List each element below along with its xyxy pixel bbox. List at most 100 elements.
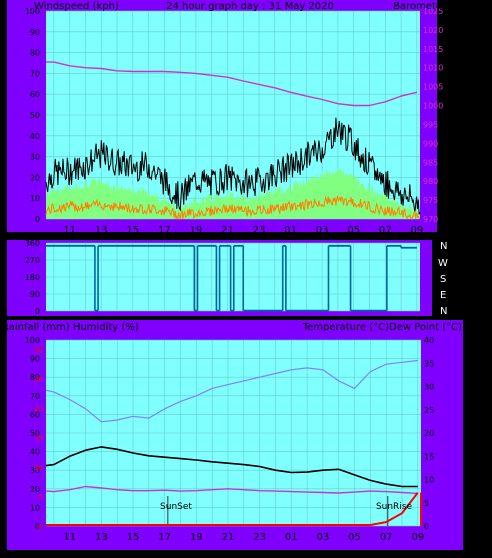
wind-left-y-tick: 10: [30, 194, 40, 203]
wind-right-y-tick: 990: [423, 139, 438, 148]
wind-left-y-tick: 90: [30, 28, 40, 37]
wind-x-tick: 03: [316, 225, 329, 236]
lower-left-y-tick: 60: [30, 410, 40, 419]
lower-x-tick: 07: [380, 532, 393, 543]
rain-y-tick: 15: [34, 435, 43, 443]
lower-x-tick: 03: [317, 532, 330, 543]
wind-right-y-tick: 1020: [423, 26, 443, 35]
wind-right-y-tick: 1025: [423, 7, 443, 16]
lower-left-y-tick: 0: [35, 522, 40, 531]
wind-left-y-tick: 80: [30, 49, 40, 58]
sunrise-label: SunRise: [376, 502, 413, 512]
wind-x-tick: 05: [347, 225, 360, 236]
wind-right-y-tick: 1010: [423, 64, 443, 73]
lower-right-y-tick: 20: [424, 429, 434, 438]
rain-y-tick: 0: [39, 523, 43, 531]
wind-chart: 0 1020 30 40 50 60 70 80 90 100 970 975 980 985 990 995…: [7, 0, 443, 236]
wind-x-tick: 13: [95, 225, 108, 236]
rain-y-tick: 25: [34, 376, 43, 384]
lower-left-y-tick: 20: [30, 485, 40, 494]
lower-left-y-tick: 90: [30, 355, 40, 364]
wind-right-y-tick: 995: [423, 120, 438, 129]
rain-y-tick: 20: [34, 405, 43, 413]
wind-right-y-tick: 980: [423, 177, 438, 186]
direction-y-tick: 0: [35, 307, 40, 316]
lower-x-tick: 21: [222, 532, 235, 543]
compass-w: W: [438, 258, 448, 269]
wind-x-tick: 15: [126, 225, 139, 236]
direction-y-tick: 270: [25, 256, 40, 265]
sunset-label: SunSet: [160, 502, 192, 512]
wind-left-y-tick: 100: [25, 7, 40, 16]
lower-left-y-tick: 50: [30, 429, 40, 438]
lower-x-tick: 09: [411, 532, 424, 543]
temperature-line: [45, 446, 418, 488]
compass-s: S: [440, 274, 446, 285]
rain-y-tick: 10: [34, 464, 43, 472]
wind-right-y-tick: 1015: [423, 45, 443, 54]
compass-labels: N W S E N: [438, 241, 448, 317]
wind-right-y-tick: 985: [423, 158, 438, 167]
wind-x-tick: 21: [221, 225, 234, 236]
wind-x-tick: 19: [190, 225, 203, 236]
lower-x-tick: 15: [127, 532, 140, 543]
lower-right-title: Temperature (°C)Dew Point (°C): [302, 322, 462, 333]
wind-gust-line: [45, 117, 421, 215]
rainfall-line: [46, 491, 419, 526]
barometer-line: [46, 61, 417, 107]
wind-right-title: Barometer (hpa): [393, 1, 476, 12]
lower-x-tick: 11: [63, 532, 76, 543]
wind-x-tick: 07: [379, 225, 392, 236]
lower-left-title: Rainfall (mm) Humidity (%): [2, 322, 139, 333]
wind-right-y-tick: 1000: [423, 102, 443, 111]
lower-right-y-tick: 35: [424, 359, 434, 368]
wind-speed-line: [45, 195, 421, 221]
wind-x-tick: 09: [410, 225, 423, 236]
wind-direction-chart: 0 90 180 270 360: [7, 239, 432, 316]
lower-x-tick: 17: [158, 532, 171, 543]
lower-right-y-tick: 0: [424, 522, 429, 531]
lower-x-tick: 19: [190, 532, 203, 543]
wind-left-title: Windspeed (kph): [34, 1, 119, 12]
wind-right-y-tick: 1005: [423, 83, 443, 92]
lower-right-y-tick: 5: [424, 499, 429, 508]
direction-y-tick: 180: [25, 273, 40, 282]
rain-y-tick: 5: [39, 494, 43, 502]
wind-x-tick: 01: [284, 225, 297, 236]
lower-left-y-tick: 100: [25, 336, 40, 345]
lower-x-tick: 23: [253, 532, 266, 543]
dew-point-line: [45, 485, 418, 495]
wind-right-y-tick: 975: [423, 196, 438, 205]
wind-right-y-tick: 970: [423, 215, 438, 224]
lower-x-tick: 01: [285, 532, 298, 543]
wind-x-tick: 17: [158, 225, 171, 236]
wind-left-y-tick: 40: [30, 132, 40, 141]
wind-x-tick: 23: [253, 225, 266, 236]
lower-right-y-tick: 15: [424, 452, 434, 461]
direction-y-tick: 360: [25, 239, 40, 248]
wind-left-y-tick: 50: [30, 111, 40, 120]
wind-x-tick: 11: [63, 225, 76, 236]
compass-n-top: N: [440, 241, 447, 252]
lower-left-y-tick: 30: [30, 466, 40, 475]
lower-right-y-tick: 40: [424, 336, 434, 345]
wind-left-y-tick: 60: [30, 90, 40, 99]
wind-center-title: 24 hour graph day : 31 May 2020: [166, 1, 334, 12]
rain-y-tick: 30: [34, 346, 43, 354]
wind-left-y-tick: 70: [30, 69, 40, 78]
temperature-humidity-chart: 0102030405060708090100051015202530051015…: [7, 320, 463, 550]
lower-right-y-tick: 10: [424, 476, 434, 485]
lower-x-tick: 13: [95, 532, 108, 543]
lower-right-y-tick: 25: [424, 406, 434, 415]
lower-left-y-tick: 40: [30, 448, 40, 457]
direction-y-tick: 90: [30, 290, 40, 299]
wind-left-y-tick: 30: [30, 153, 40, 162]
wind-left-y-tick: 0: [35, 215, 40, 224]
lower-right-y-tick: 30: [424, 383, 434, 392]
lower-x-tick: 05: [348, 532, 361, 543]
wind-average-area: [46, 166, 420, 219]
lower-left-y-tick: 10: [30, 503, 40, 512]
humidity-line: [45, 359, 418, 423]
